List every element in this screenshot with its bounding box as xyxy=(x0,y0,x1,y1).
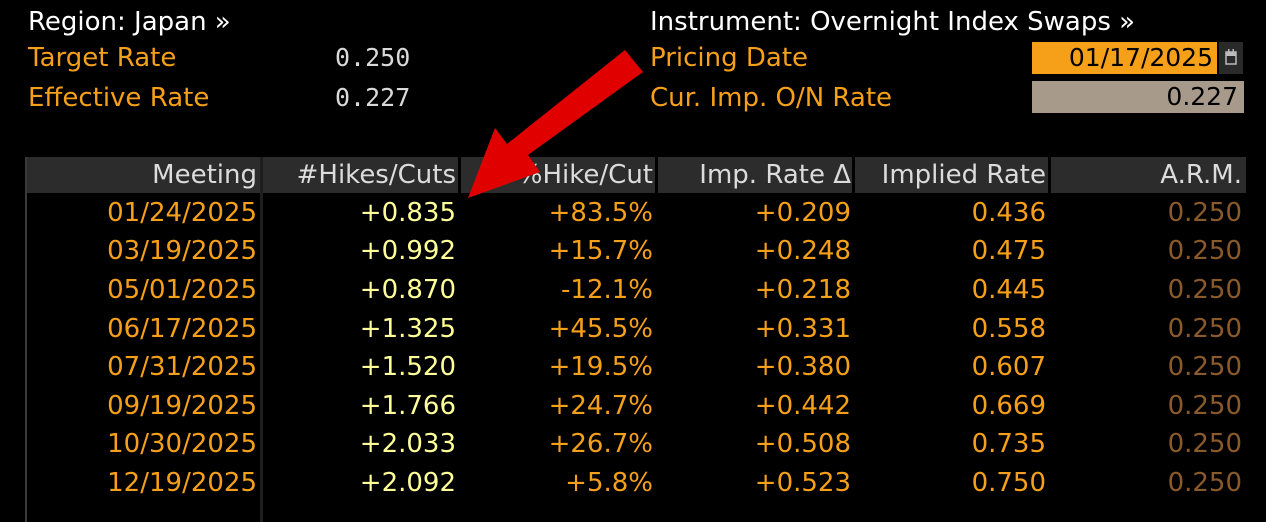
effective-rate-value: 0.227 xyxy=(335,83,411,112)
cell-meeting: 12/19/2025 xyxy=(107,468,257,498)
region-selector[interactable]: Region: Japan » xyxy=(28,7,231,37)
cell-implied-rate: 0.669 xyxy=(971,391,1046,421)
target-rate-value: 0.250 xyxy=(335,43,411,72)
cell-meeting: 10/30/2025 xyxy=(107,429,257,459)
cur-imp-rate-label: Cur. Imp. O/N Rate xyxy=(650,83,893,113)
table-header: Meeting #Hikes/Cuts %Hike/Cut Imp. Rate … xyxy=(27,157,1246,193)
cell-implied-rate: 0.750 xyxy=(971,468,1046,498)
cell-hikes-cuts: +2.033 xyxy=(359,429,456,459)
column-divider xyxy=(458,157,461,193)
table-row[interactable]: 07/31/2025 +1.520 +19.5% +0.380 0.607 0.250 xyxy=(27,348,1246,387)
table-row[interactable]: 10/30/2025 +2.033 +26.7% +0.508 0.735 0.250 xyxy=(27,425,1246,464)
cell-meeting: 06/17/2025 xyxy=(107,314,257,344)
calendar-icon xyxy=(1219,49,1243,65)
col-header-meeting[interactable]: Meeting xyxy=(152,160,257,190)
implied-rates-table xyxy=(25,157,1246,522)
cell-implied-rate: 0.436 xyxy=(971,198,1046,228)
col-header-implied-rate[interactable]: Implied Rate xyxy=(881,160,1046,190)
calendar-button[interactable] xyxy=(1219,42,1243,74)
cell-arm: 0.250 xyxy=(1167,391,1242,421)
cell-meeting: 09/19/2025 xyxy=(107,391,257,421)
cell-hikes-cuts: +0.992 xyxy=(359,236,456,266)
cell-hikes-cuts: +1.520 xyxy=(359,352,456,382)
cell-arm: 0.250 xyxy=(1167,352,1242,382)
cell-imp-rate-delta: +0.209 xyxy=(754,198,851,228)
cell-implied-rate: 0.445 xyxy=(971,275,1046,305)
effective-rate-label: Effective Rate xyxy=(28,83,210,113)
col-header-imp-rate-delta[interactable]: Imp. Rate Δ xyxy=(699,160,851,190)
cell-pct-hike-cut: +26.7% xyxy=(548,429,653,459)
cell-imp-rate-delta: +0.508 xyxy=(754,429,851,459)
cell-meeting: 07/31/2025 xyxy=(107,352,257,382)
cell-arm: 0.250 xyxy=(1167,429,1242,459)
cell-implied-rate: 0.607 xyxy=(971,352,1046,382)
cell-arm: 0.250 xyxy=(1167,468,1242,498)
cell-imp-rate-delta: +0.331 xyxy=(754,314,851,344)
cell-meeting: 03/19/2025 xyxy=(107,236,257,266)
cell-arm: 0.250 xyxy=(1167,314,1242,344)
cell-hikes-cuts: +0.870 xyxy=(359,275,456,305)
cell-implied-rate: 0.475 xyxy=(971,236,1046,266)
cell-hikes-cuts: +0.835 xyxy=(359,198,456,228)
table-row[interactable]: 06/17/2025 +1.325 +45.5% +0.331 0.558 0.250 xyxy=(27,310,1246,349)
cell-imp-rate-delta: +0.248 xyxy=(754,236,851,266)
table-row[interactable]: 12/19/2025 +2.092 +5.8% +0.523 0.750 0.250 xyxy=(27,464,1246,503)
cell-pct-hike-cut: -12.1% xyxy=(561,275,653,305)
cell-imp-rate-delta: +0.442 xyxy=(754,391,851,421)
cell-meeting: 05/01/2025 xyxy=(107,275,257,305)
cell-pct-hike-cut: +19.5% xyxy=(548,352,653,382)
cell-pct-hike-cut: +15.7% xyxy=(548,236,653,266)
cur-imp-rate-field[interactable]: 0.227 xyxy=(1032,81,1244,113)
pricing-date-input[interactable]: 01/17/2025 xyxy=(1032,42,1217,74)
cell-arm: 0.250 xyxy=(1167,275,1242,305)
col-header-arm[interactable]: A.R.M. xyxy=(1160,160,1242,190)
column-divider xyxy=(1048,157,1051,193)
target-rate-label: Target Rate xyxy=(28,43,177,73)
cell-imp-rate-delta: +0.380 xyxy=(754,352,851,382)
table-row[interactable]: 03/19/2025 +0.992 +15.7% +0.248 0.475 0.250 xyxy=(27,232,1246,271)
instrument-selector[interactable]: Instrument: Overnight Index Swaps » xyxy=(650,7,1136,37)
cell-hikes-cuts: +1.766 xyxy=(359,391,456,421)
cell-hikes-cuts: +2.092 xyxy=(359,468,456,498)
table-row[interactable]: 09/19/2025 +1.766 +24.7% +0.442 0.669 0.250 xyxy=(27,387,1246,426)
cell-arm: 0.250 xyxy=(1167,198,1242,228)
cell-implied-rate: 0.558 xyxy=(971,314,1046,344)
table-row[interactable]: 01/24/2025 +0.835 +83.5% +0.209 0.436 0.250 xyxy=(27,194,1246,233)
cell-imp-rate-delta: +0.523 xyxy=(754,468,851,498)
pricing-date-label: Pricing Date xyxy=(650,43,809,73)
col-header-hikes-cuts[interactable]: #Hikes/Cuts xyxy=(296,160,456,190)
table-row[interactable]: 05/01/2025 +0.870 -12.1% +0.218 0.445 0.250 xyxy=(27,271,1246,310)
cell-imp-rate-delta: +0.218 xyxy=(754,275,851,305)
cell-pct-hike-cut: +83.5% xyxy=(548,198,653,228)
column-divider xyxy=(852,157,855,193)
cell-pct-hike-cut: +5.8% xyxy=(565,468,653,498)
cell-pct-hike-cut: +24.7% xyxy=(548,391,653,421)
cell-pct-hike-cut: +45.5% xyxy=(548,314,653,344)
col-header-pct-hike-cut[interactable]: %Hike/Cut xyxy=(517,160,653,190)
cell-hikes-cuts: +1.325 xyxy=(359,314,456,344)
column-divider xyxy=(655,157,658,193)
cell-arm: 0.250 xyxy=(1167,236,1242,266)
column-divider xyxy=(260,157,263,522)
cell-meeting: 01/24/2025 xyxy=(107,198,257,228)
cell-implied-rate: 0.735 xyxy=(971,429,1046,459)
